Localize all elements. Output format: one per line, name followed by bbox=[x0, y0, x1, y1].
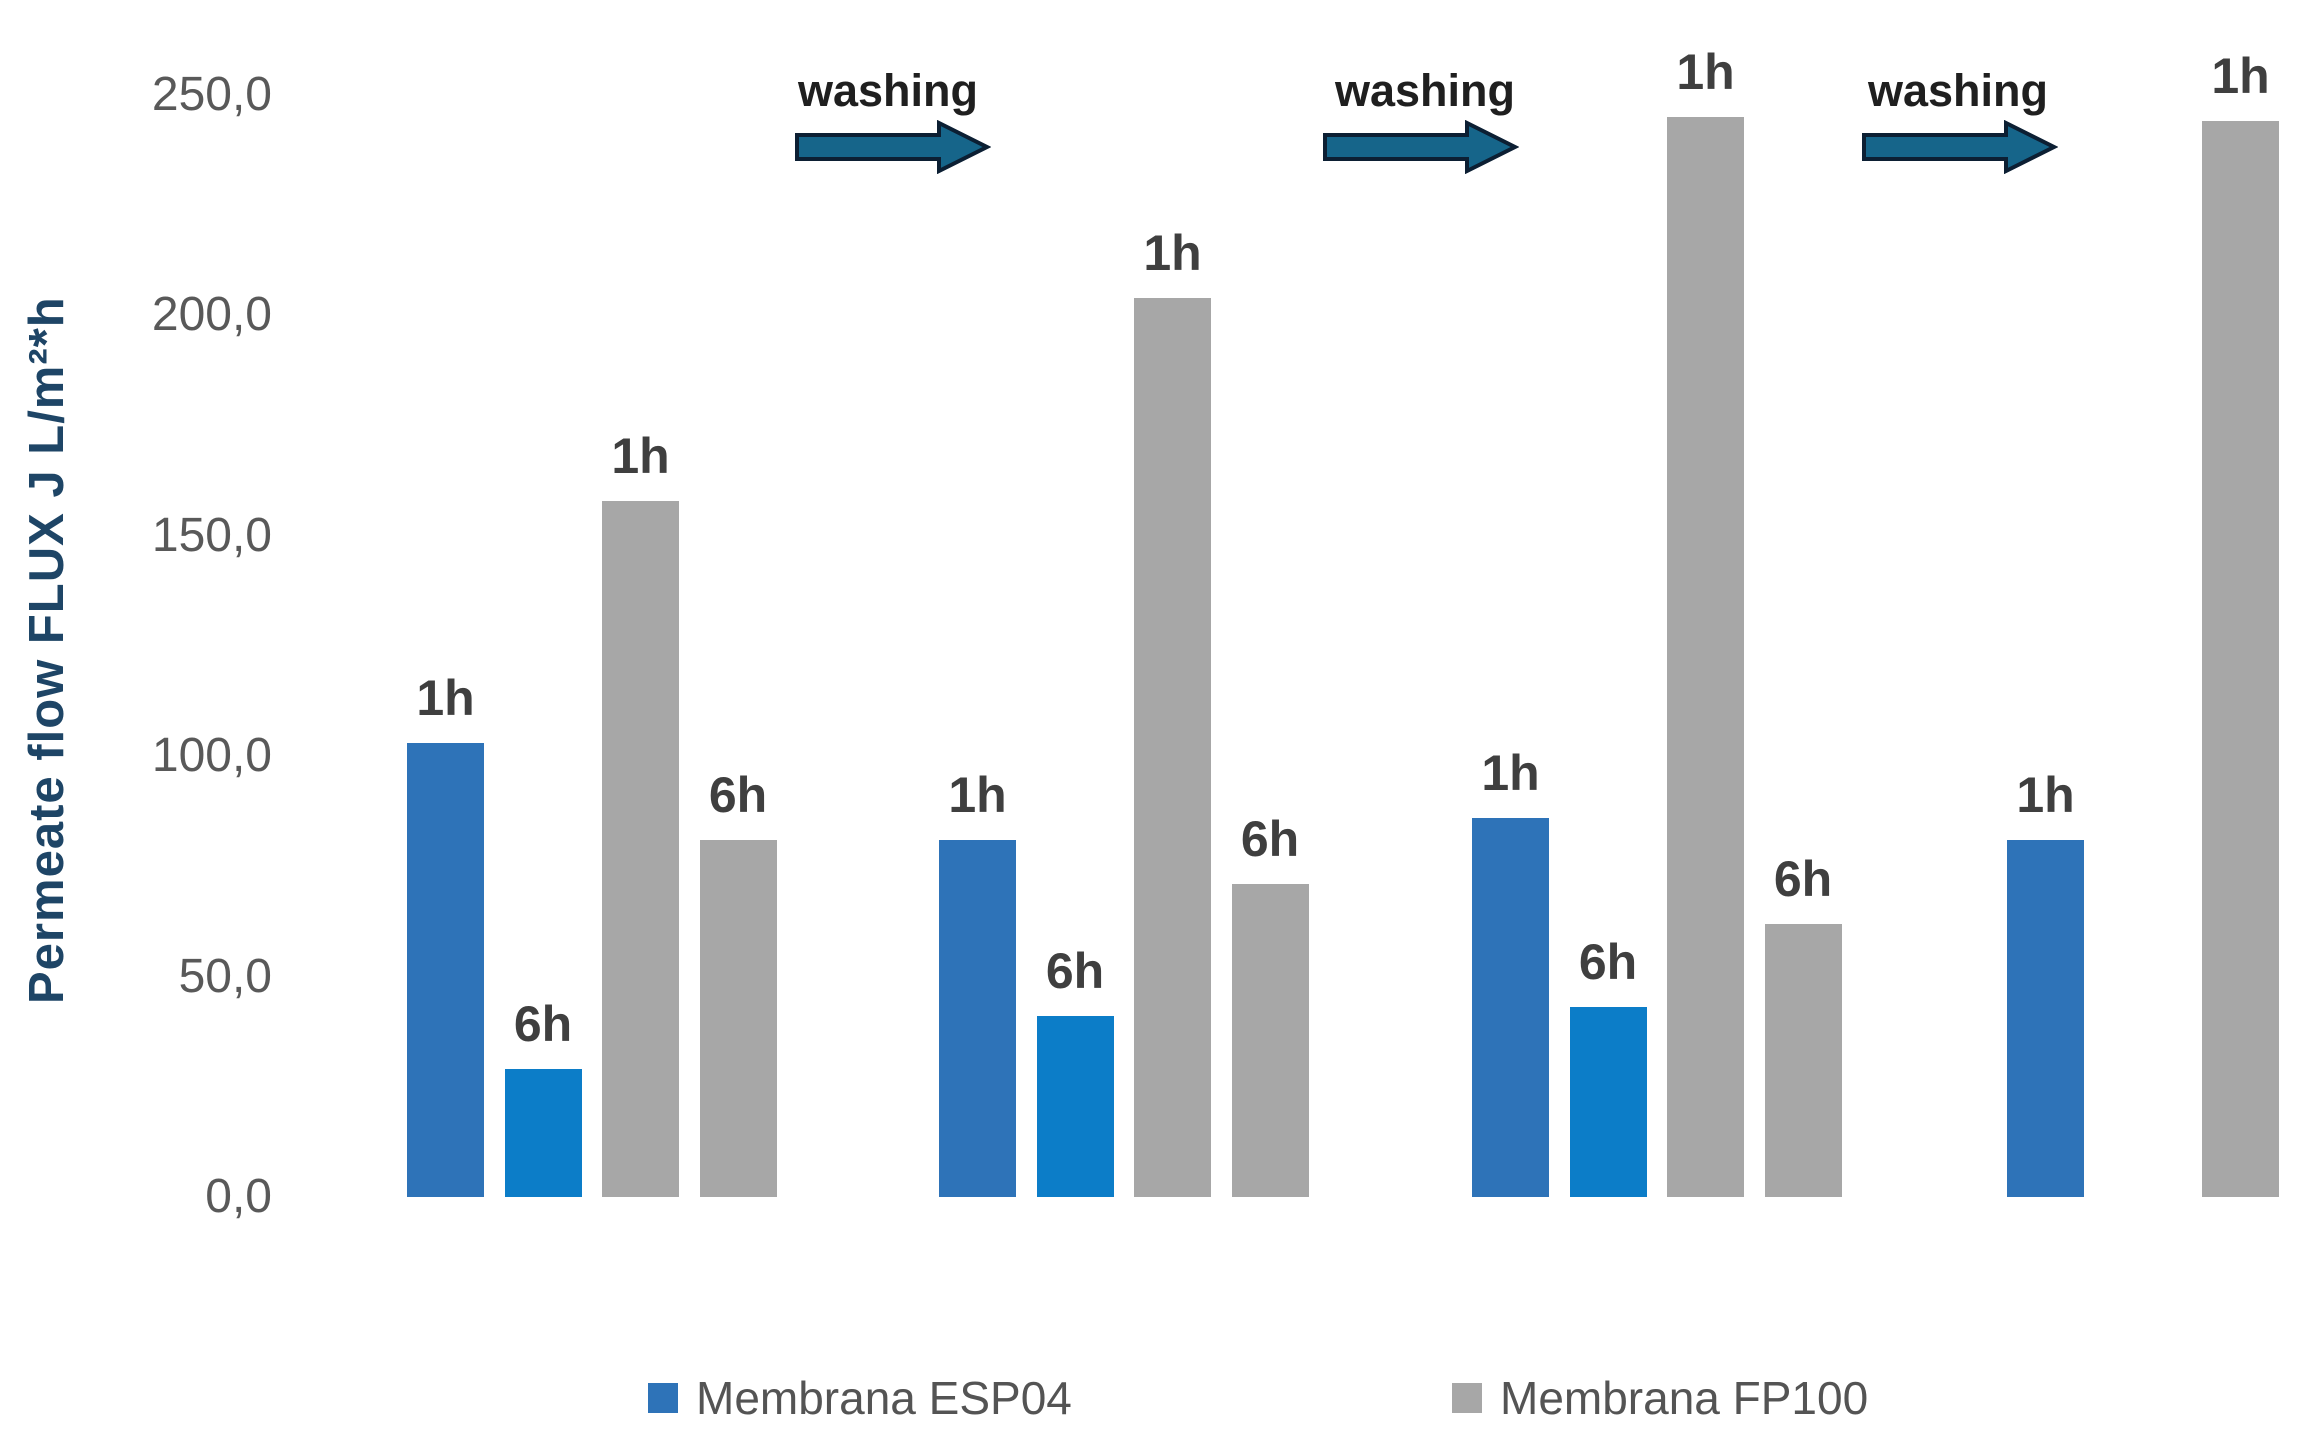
bar-value-label: 1h bbox=[416, 669, 475, 726]
bar bbox=[939, 839, 1016, 1197]
y-tick-label: 250,0 bbox=[151, 68, 272, 121]
legend-label: Membrana ESP04 bbox=[696, 1372, 1072, 1424]
y-tick-label: 100,0 bbox=[151, 729, 272, 783]
bar-value-label: 6h bbox=[1240, 811, 1300, 868]
bar-value-label: 1h bbox=[1143, 224, 1202, 281]
bar-value-label: 1h bbox=[2211, 48, 2270, 105]
bar bbox=[1764, 923, 1842, 1197]
bar-value-label: 6h bbox=[1045, 943, 1105, 1000]
legend-swatch-icon bbox=[1452, 1383, 1482, 1413]
bar bbox=[2007, 839, 2084, 1197]
legend-item: Membrana FP100 bbox=[1452, 1368, 1868, 1428]
bar bbox=[2202, 121, 2279, 1197]
legend-label: Membrana FP100 bbox=[1500, 1372, 1869, 1424]
washing-label: washing bbox=[797, 65, 979, 116]
y-tick-label: 150,0 bbox=[151, 508, 272, 562]
y-tick-label: 200,0 bbox=[151, 288, 272, 342]
bar-value-label: 1h bbox=[2016, 766, 2075, 823]
legend: Membrana ESP04 Membrana FP100 bbox=[0, 1368, 2298, 1428]
washing-arrow-icon bbox=[795, 119, 992, 179]
bar-value-label: 6h bbox=[513, 996, 573, 1053]
bar-value-label: 1h bbox=[1481, 744, 1540, 801]
legend-item: Membrana ESP04 bbox=[648, 1368, 1072, 1428]
bar-value-label: 1h bbox=[611, 427, 670, 484]
washing-arrow-icon bbox=[1862, 119, 2059, 179]
washing-label: washing bbox=[1334, 65, 1516, 116]
legend-swatch-icon bbox=[648, 1383, 678, 1413]
bar bbox=[602, 500, 679, 1197]
bar-value-label: 1h bbox=[1676, 44, 1735, 101]
washing-arrow-icon bbox=[1323, 119, 1520, 179]
bar-value-label: 6h bbox=[1578, 934, 1638, 991]
bar bbox=[699, 839, 777, 1197]
bar bbox=[1134, 297, 1211, 1197]
bar bbox=[504, 1069, 582, 1197]
bar bbox=[407, 742, 484, 1197]
bar bbox=[1231, 884, 1309, 1197]
y-tick-label: 0,0 bbox=[205, 1170, 272, 1223]
bar bbox=[1569, 1007, 1647, 1197]
y-tick-label: 50,0 bbox=[178, 949, 272, 1003]
bar-value-label: 1h bbox=[948, 766, 1007, 823]
bar-value-label: 6h bbox=[708, 766, 768, 823]
bar bbox=[1667, 117, 1744, 1197]
y-axis-title: Permeate flow FLUX J L/m²*h bbox=[20, 296, 74, 1004]
bar-value-label: 6h bbox=[1773, 850, 1833, 907]
bar bbox=[1472, 817, 1549, 1197]
washing-label: washing bbox=[1867, 65, 2049, 116]
bar bbox=[1036, 1016, 1114, 1197]
